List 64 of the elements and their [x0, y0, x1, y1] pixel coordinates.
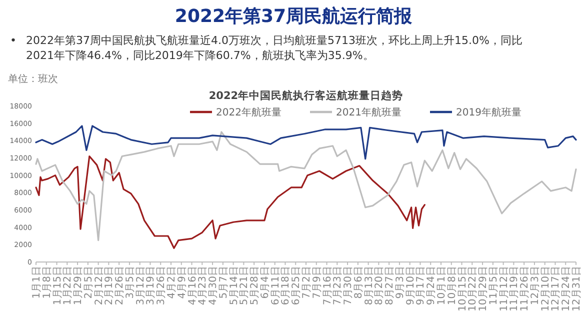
- x-tick-label: 3月19日: [146, 266, 157, 306]
- legend-label: 2019年航班量: [456, 106, 522, 118]
- x-tick-label: 11月12日: [498, 266, 510, 312]
- x-tick-label: 10月15日: [457, 266, 468, 312]
- x-tick-label: 3月5日: [124, 266, 136, 299]
- x-tick-label: 4月23日: [198, 266, 209, 306]
- x-tick-label: 1月8日: [42, 266, 53, 299]
- x-tick-label: 4月2日: [166, 266, 178, 299]
- text: •: [10, 33, 16, 48]
- line-series: [35, 131, 577, 242]
- line-series: [35, 125, 577, 160]
- x-tick-label: 12月3日: [530, 266, 541, 306]
- x-tick-label: 4月16日: [187, 266, 198, 306]
- x-tick-label: 8月13日: [364, 266, 375, 306]
- x-tick-label: 6月25日: [291, 266, 302, 306]
- x-tick-label: 8月27日: [384, 266, 396, 306]
- x-tick-label: 4月9日: [176, 266, 188, 299]
- x-tick-label: 9月17日: [416, 266, 427, 306]
- x-tick-label: 11月26日: [520, 266, 531, 312]
- x-tick-label: 1月29日: [73, 266, 84, 306]
- x-tick-label: 6月4日: [260, 266, 271, 299]
- x-tick-label: 12月31日: [572, 266, 582, 312]
- x-tick-label: 12月24日: [561, 266, 572, 312]
- x-tick-label: 5月14日: [228, 266, 240, 306]
- x-tick-label: 12月10日: [540, 266, 552, 312]
- text: 单位：班次: [8, 72, 58, 86]
- legend-label: 2022年航班量: [216, 106, 282, 118]
- x-tick-label: 10月8日: [446, 266, 458, 306]
- x-tick-label: 10月1日: [436, 266, 448, 306]
- x-tick-label: 1月1日: [32, 266, 42, 299]
- text: 2022年第37周中国民航执飞航班量近4.0万班次，日均航班量5713班次，环比上周上升15.0%，同比2021年下降46.4%，同比2019年下降60.7%，航班执飞率为35.9%。: [26, 33, 524, 63]
- line-series: [35, 155, 426, 249]
- x-tick-label: 7月16日: [322, 266, 334, 306]
- x-tick-label: 8月20日: [374, 266, 386, 306]
- x-tick-label: 7月30日: [343, 266, 354, 306]
- x-tick-label: 12月17日: [550, 266, 562, 312]
- chart-subtitle: 2022年第37周民航运行简报: [174, 5, 414, 28]
- x-tick-label: 1月22日: [62, 266, 74, 306]
- x-tick-label: 10月22日: [468, 266, 479, 312]
- x-tick-label: 11月19日: [509, 266, 520, 312]
- x-tick-label: 9月10日: [405, 266, 416, 306]
- x-tick-label: 5月28日: [250, 266, 261, 306]
- x-tick-label: 2月26日: [114, 266, 126, 306]
- x-tick-label: 2月19日: [104, 266, 116, 306]
- x-tick-label: 4月30日: [208, 266, 220, 306]
- x-tick-label: 9月24日: [426, 266, 438, 306]
- x-tick-label: 3月26日: [156, 266, 168, 306]
- x-tick-label: 7月23日: [332, 266, 344, 306]
- x-tick-label: 9月3日: [394, 266, 406, 299]
- x-tick-label: 3月12日: [135, 266, 146, 306]
- x-tick-label: 8月6日: [353, 266, 364, 299]
- x-tick-label: 5月7日: [218, 266, 230, 299]
- x-tick-label: 10月29日: [478, 266, 490, 312]
- x-tick-label: 7月2日: [302, 266, 312, 299]
- x-tick-label: 2月12日: [94, 266, 105, 306]
- x-tick-label: 11月5日: [488, 266, 500, 306]
- x-tick-label: 6月18日: [280, 266, 292, 306]
- chart-title: 2022年中国民航执行客运航班量日趋势: [208, 89, 404, 102]
- x-tick-label: 1月15日: [52, 266, 64, 306]
- x-tick-label: 2月5日: [83, 266, 94, 299]
- x-tick-label: 6月11日: [270, 266, 282, 306]
- legend-label: 2021年航班量: [336, 106, 402, 118]
- x-tick-label: 5月21日: [239, 266, 250, 306]
- x-tick-label: 7月9日: [312, 266, 323, 299]
